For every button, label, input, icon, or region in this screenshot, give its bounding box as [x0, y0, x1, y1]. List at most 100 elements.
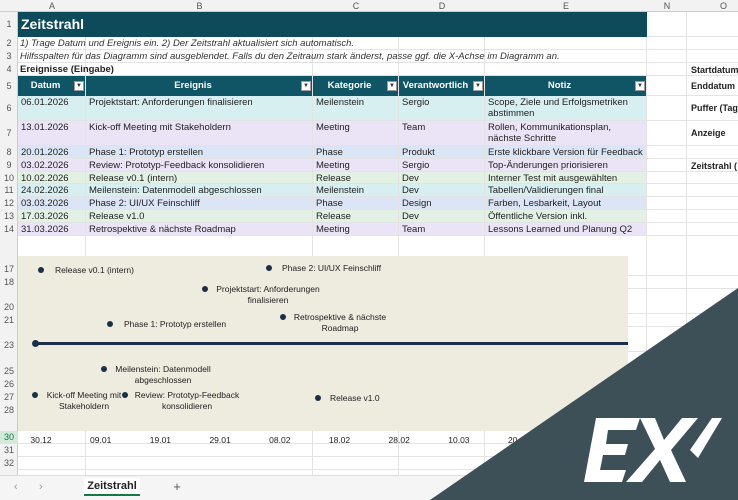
side-label: Anzeige — [691, 128, 726, 138]
table-cell: Erste klickbare Version für Feedback — [485, 146, 646, 158]
timeline-label: konsolidieren — [161, 401, 213, 411]
row-line — [0, 75, 738, 76]
axis-label: 18.02 — [328, 435, 351, 445]
row-number: 20 — [3, 302, 14, 312]
filter-button[interactable]: ▼ — [301, 81, 311, 91]
table-cell: Team — [399, 121, 484, 145]
table-header: Ereignis — [86, 76, 312, 96]
row-number: 12 — [3, 198, 14, 208]
col-line — [312, 0, 313, 475]
row-line — [0, 443, 738, 444]
table-cell: Rollen, Kommunikationsplan, nächste Schr… — [485, 121, 646, 145]
row-number: 28 — [3, 405, 14, 415]
table-cell: Meeting — [313, 159, 398, 171]
sheet-tab[interactable]: Zeitstrahl — [84, 478, 140, 496]
side-label: Puffer (Tage — [691, 103, 738, 113]
timeline-axis — [35, 342, 628, 345]
table-cell: Öffentliche Version inkl. — [485, 210, 646, 222]
row-number: 10 — [3, 172, 14, 183]
timeline-dot — [107, 321, 113, 327]
row-line — [0, 120, 738, 121]
row-number: 14 — [3, 224, 14, 234]
row-line — [0, 222, 738, 223]
table-cell: Produkt — [399, 146, 484, 158]
row-number: 5 — [6, 81, 12, 91]
row-number: 7 — [6, 128, 12, 138]
table-cell: Tabellen/Validierungen final — [485, 184, 646, 196]
row-number: 31 — [3, 445, 14, 455]
row-number: 18 — [3, 277, 14, 287]
row-line — [0, 170, 738, 172]
timeline-label: Roadmap — [321, 323, 359, 333]
axis-label: 28.02 — [388, 435, 410, 445]
table-cell: Phase 2: UI/UX Feinschliff — [86, 197, 312, 209]
table-cell: Dev — [399, 184, 484, 196]
table-cell: Top-Änderungen priorisieren — [485, 159, 646, 171]
filter-button[interactable]: ▼ — [387, 81, 397, 91]
table-header: Verantwortlich — [399, 76, 484, 96]
row-line — [0, 209, 738, 210]
table-cell: Sergio — [399, 96, 484, 120]
row-header-bar — [0, 12, 18, 475]
timeline-dot — [101, 366, 107, 372]
table-cell: 31.03.2026 — [18, 223, 85, 235]
timeline-dot — [315, 395, 321, 401]
column-header: E — [562, 1, 569, 11]
table-header: Datum — [18, 76, 85, 96]
axis-label: 08.02 — [269, 435, 291, 445]
col-line — [484, 0, 485, 475]
axis-label: 19.01 — [149, 435, 172, 445]
filter-button[interactable]: ▼ — [635, 81, 645, 91]
table-cell: Team — [399, 223, 484, 235]
timeline-label: Retrospektive & nächste — [293, 312, 387, 322]
timeline-dot — [32, 392, 38, 398]
row-number: 9 — [6, 160, 12, 170]
table-cell: Release — [313, 210, 398, 222]
row-number: 2 — [6, 38, 12, 48]
table-header: Notiz — [485, 76, 646, 96]
timeline-dot — [32, 340, 39, 347]
table-cell: Meilenstein — [313, 96, 398, 120]
title: Zeitstrahl — [18, 12, 647, 37]
row-line — [0, 456, 738, 457]
row-number: 26 — [3, 379, 14, 389]
timeline-label: Phase 1: Prototyp erstellen — [124, 319, 227, 329]
table-cell: 03.02.2026 — [18, 159, 85, 171]
side-label: Enddatum — [691, 81, 735, 91]
row-line — [0, 196, 738, 197]
axis-label: 09.01 — [90, 435, 112, 445]
row-number: 30 — [0, 431, 18, 444]
filter-button[interactable]: ▼ — [74, 81, 84, 91]
table-header: Kategorie — [313, 76, 398, 96]
row-number: 11 — [4, 185, 14, 195]
row-number: 27 — [3, 392, 14, 402]
add-sheet[interactable]: + — [173, 479, 181, 494]
table-cell: Meilenstein: Datenmodell abgeschlossen — [86, 184, 312, 196]
table-cell: 20.01.2026 — [18, 146, 85, 158]
timeline-dot — [122, 392, 128, 398]
nav-prev[interactable]: ‹ — [14, 481, 18, 493]
timeline-label: Release v1.0 — [330, 393, 380, 403]
table-cell: Sergio — [399, 159, 484, 171]
timeline-label: finalisieren — [247, 295, 289, 305]
table-cell: 13.01.2026 — [18, 121, 85, 145]
column-header: N — [663, 1, 671, 11]
nav-next[interactable]: › — [39, 481, 43, 493]
table-cell: 10.02.2026 — [18, 171, 85, 183]
table-cell: Dev — [399, 171, 484, 183]
row-number: 6 — [6, 103, 12, 113]
column-header: A — [48, 1, 55, 11]
row-line — [0, 49, 738, 50]
table-cell: Kick-off Meeting mit Stakeholdern — [86, 121, 312, 145]
row-number: 3 — [6, 51, 12, 61]
axis-label: 30.12 — [30, 435, 52, 445]
row-number: 4 — [6, 64, 12, 74]
table-cell: 06.01.2026 — [18, 96, 85, 120]
axis-label: 29.01 — [209, 435, 231, 445]
table-cell: Release v1.0 — [86, 210, 312, 222]
filter-button[interactable]: ▼ — [473, 81, 483, 91]
col-line — [85, 0, 86, 475]
instruction: 1) Trage Datum und Ereignis ein. 2) Der … — [20, 38, 355, 49]
